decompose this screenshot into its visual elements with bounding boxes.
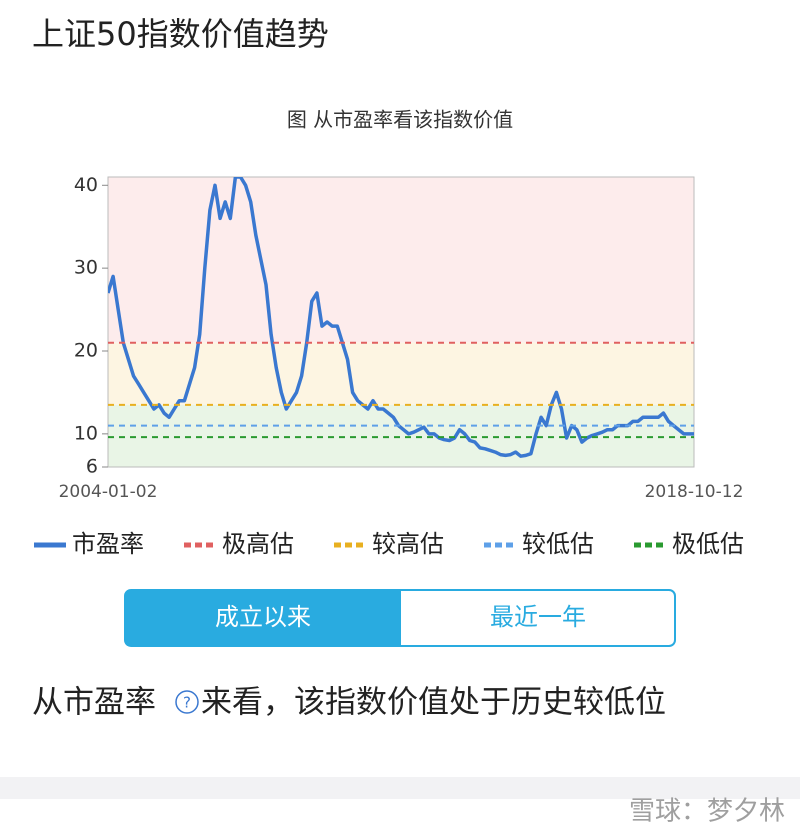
- y-tick-label: 6: [86, 456, 98, 478]
- zone-high: [108, 342, 694, 405]
- help-icon[interactable]: [175, 690, 199, 714]
- tab-label[interactable]: 成立以来: [215, 603, 311, 631]
- page-title: 上证50指数价值趋势: [32, 15, 329, 53]
- zone-very-high: [108, 177, 694, 343]
- legend-label: 市盈率: [72, 530, 144, 558]
- conclusion-text: 来看，该指数价值处于历史较低位: [201, 685, 666, 721]
- x-tick-label: 2018-10-12: [645, 482, 744, 502]
- conclusion-text: 从市盈率: [32, 685, 156, 721]
- pe-line: [108, 177, 694, 458]
- help-icon-glyph[interactable]: ?: [183, 694, 191, 712]
- chart-title: 图 从市盈率看该指数价值: [287, 108, 513, 132]
- divider: [0, 777, 800, 799]
- x-tick-label: 2004-01-02: [59, 482, 158, 502]
- legend-label: 较高估: [372, 530, 444, 558]
- y-tick-label: 40: [74, 174, 98, 196]
- zone-low: [108, 404, 694, 467]
- plot-frame: [107, 176, 695, 468]
- y-tick-label: 20: [74, 340, 98, 362]
- tab-active[interactable]: [125, 590, 401, 646]
- watermark: 雪球：梦夕林: [629, 797, 785, 827]
- legend-label: 较低估: [522, 530, 594, 558]
- tab-label[interactable]: 最近一年: [490, 603, 586, 631]
- y-tick-label: 10: [74, 422, 98, 444]
- legend-label: 极低估: [672, 530, 744, 558]
- y-tick-label: 30: [74, 257, 98, 279]
- legend-label: 极高估: [222, 530, 294, 558]
